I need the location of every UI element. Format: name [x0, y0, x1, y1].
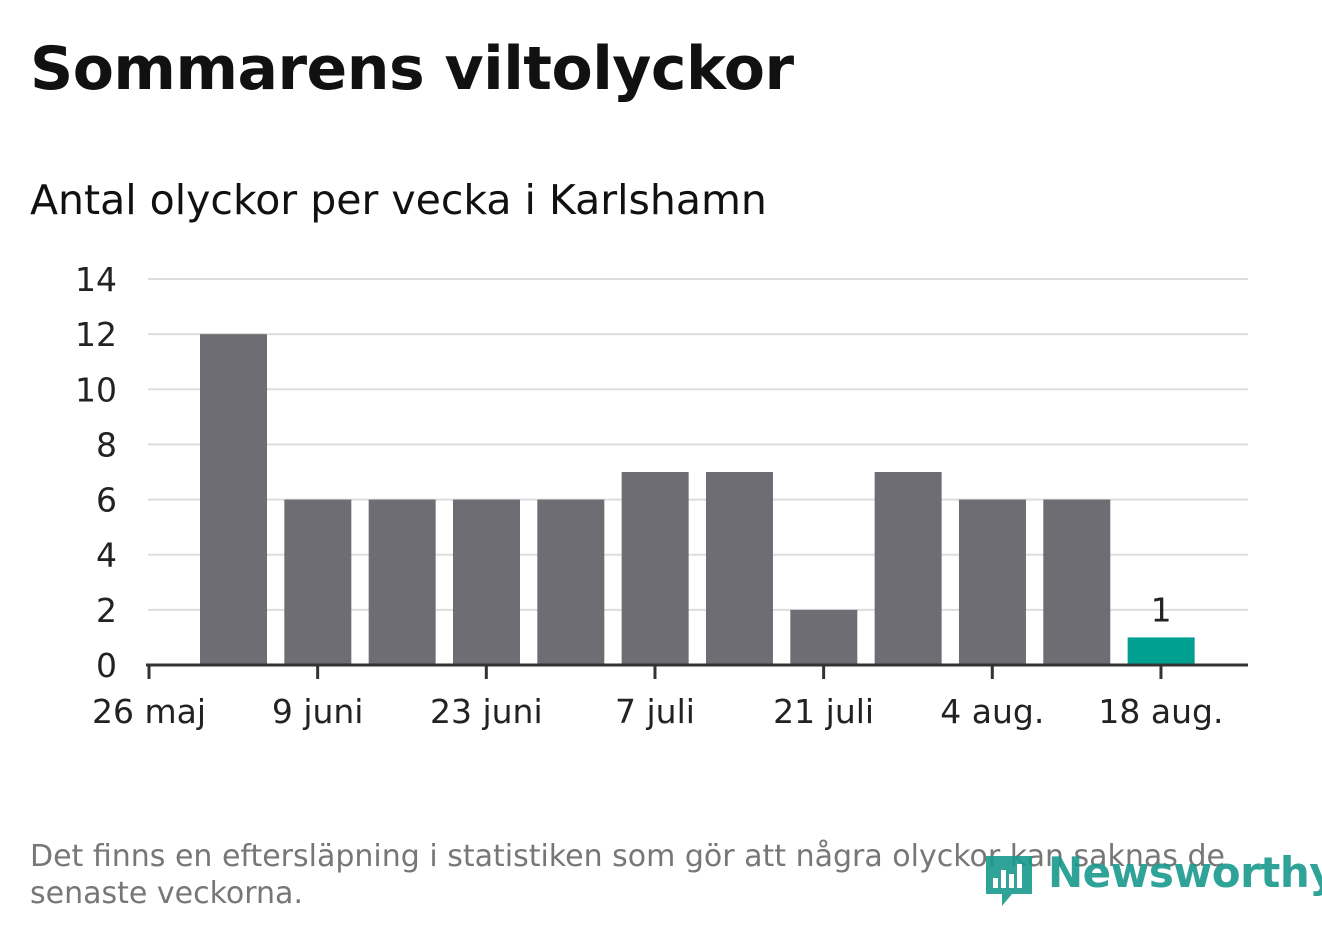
y-tick-label: 4: [96, 536, 117, 575]
tick-labels: 0 2 4 6 8 10 12 14 1 26 maj 9 juni 23 juni 7 juli 21 …: [75, 260, 1223, 731]
bar-chart: 0 2 4 6 8 10 12 14 1 26 maj 9 juni 23 juni 7 juli 21 …: [75, 260, 1248, 731]
bar: [874, 472, 942, 665]
x-tick-label: 7 juli: [615, 692, 695, 731]
newsworthy-logo-icon: [986, 856, 1032, 906]
bar: [537, 499, 605, 665]
bar: [368, 499, 436, 665]
bar: [200, 334, 267, 665]
bar: [621, 472, 689, 665]
y-tick-label: 12: [75, 315, 117, 354]
bar: [958, 499, 1026, 665]
y-tick-label: 10: [75, 370, 117, 409]
bar: [452, 499, 520, 665]
bars: [200, 334, 1195, 665]
y-tick-label: 6: [96, 481, 117, 520]
footnote: Det finns en eftersläpning i statistiken…: [30, 839, 1225, 911]
bar: [1043, 499, 1111, 665]
y-tick-label: 14: [75, 260, 117, 299]
newsworthy-logo: Newsworthy: [982, 848, 1322, 912]
x-tick-label: 9 juni: [272, 692, 364, 731]
bar: [1127, 637, 1195, 665]
newsworthy-logo-text: Newsworthy: [1048, 848, 1322, 897]
y-tick-label: 2: [96, 591, 117, 630]
x-tick-label: 21 juli: [773, 692, 874, 731]
y-tick-label: 8: [96, 425, 117, 464]
y-tick-label: 0: [96, 646, 117, 685]
bar: [705, 472, 773, 665]
x-axis: [146, 663, 1248, 679]
bar: [284, 499, 352, 665]
x-tick-label: 23 juni: [430, 692, 543, 731]
chart-title: Sommarens viltolyckor: [30, 34, 794, 104]
chart-subtitle: Antal olyckor per vecka i Karlshamn: [30, 176, 767, 224]
data-label: 1: [1151, 590, 1172, 629]
bar: [790, 609, 858, 665]
x-tick-label: 4 aug.: [940, 692, 1044, 731]
x-tick-label: 18 aug.: [1098, 692, 1223, 731]
x-tick-label: 26 maj: [92, 692, 206, 731]
